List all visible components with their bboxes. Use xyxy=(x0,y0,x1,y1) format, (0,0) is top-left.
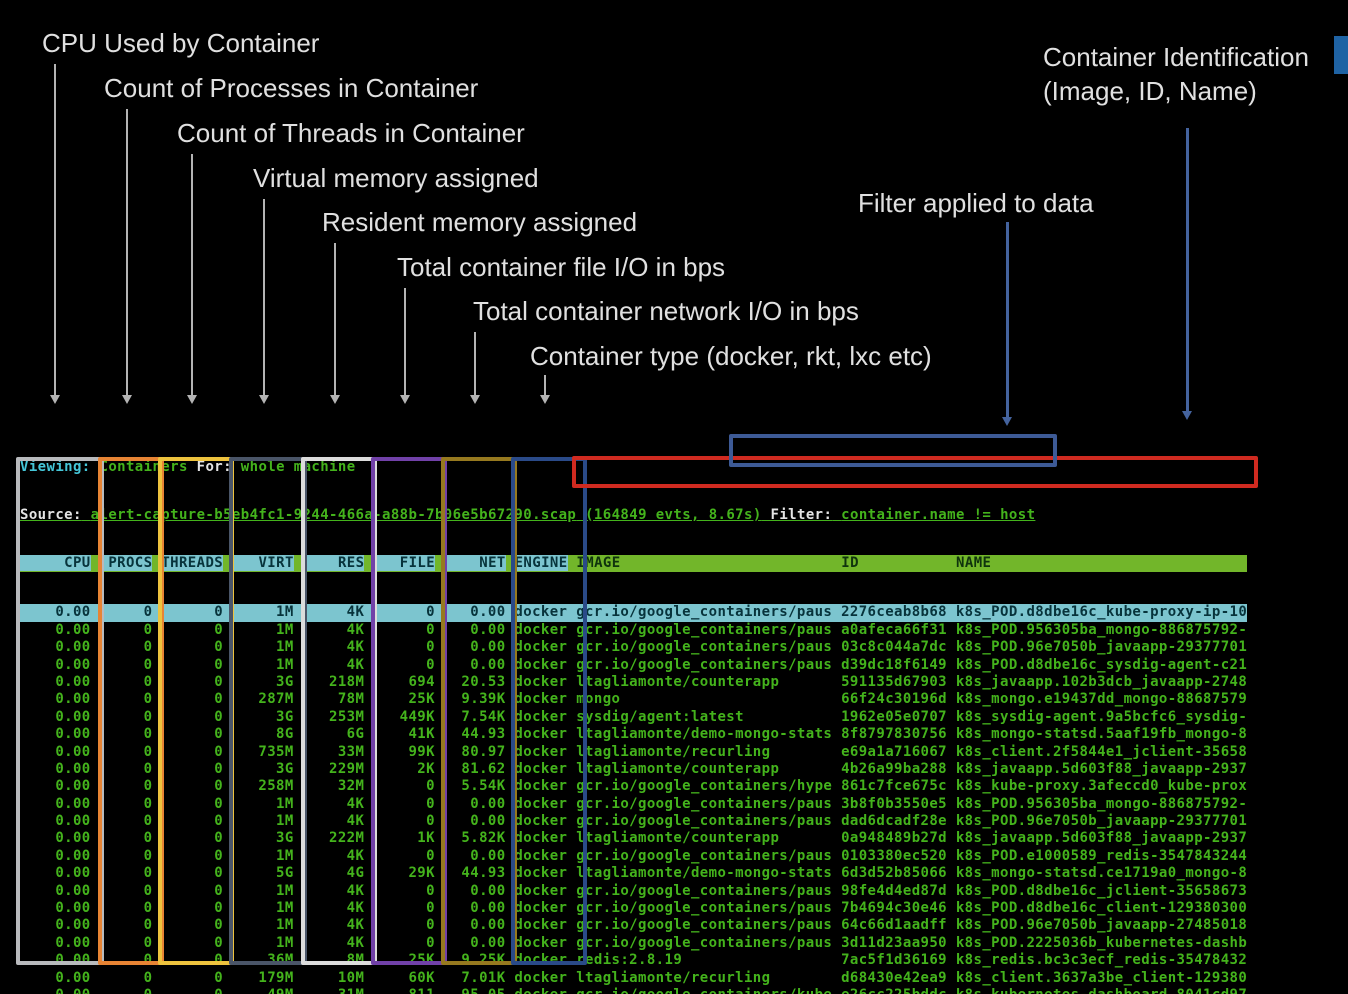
header-separator xyxy=(223,555,232,571)
column-header-net[interactable]: NET xyxy=(443,555,506,571)
threads-column-highlight-box xyxy=(158,457,234,965)
table-row[interactable]: 0.00 0 0 3G 229M 2K 81.62 docker ltaglia… xyxy=(20,760,1248,777)
file-column-arrow xyxy=(400,288,410,404)
annotation-container-identification: Container Identification (Image, ID, Nam… xyxy=(1043,40,1309,108)
table-row[interactable]: 0.00 0 0 3G 218M 694 20.53 docker ltagli… xyxy=(20,673,1248,690)
table-row[interactable]: 0.00 0 0 5G 4G 29K 44.93 docker ltagliam… xyxy=(20,865,1248,882)
cpu-column-arrow xyxy=(50,64,60,404)
header-separator xyxy=(364,555,374,571)
screen-edge-artifact xyxy=(1334,36,1348,74)
procs-column-highlight-box xyxy=(98,457,164,965)
annotation-container-identification-line1: Container Identification xyxy=(1043,42,1309,72)
annotation-network-io: Total container network I/O in bps xyxy=(473,296,859,326)
column-header-cpu[interactable]: CPU xyxy=(20,555,91,571)
header-separator xyxy=(435,555,444,571)
table-row[interactable]: 0.00 0 0 1M 4K 0 0.00 docker gcr.io/goog… xyxy=(20,813,1248,830)
procs-column-arrow xyxy=(122,109,132,404)
column-headers-image-id-name[interactable]: IMAGE ID NAME xyxy=(576,555,1248,571)
annotation-resident-memory: Resident memory assigned xyxy=(322,207,638,237)
annotation-container-type: Container type (docker, rkt, lxc etc) xyxy=(530,341,932,371)
filter-arrow xyxy=(1002,222,1012,426)
source-label: Source: xyxy=(20,507,82,523)
table-row[interactable]: 0.00 0 0 1M 4K 0 0.00 docker gcr.io/goog… xyxy=(20,795,1248,812)
table-row[interactable]: 0.00 0 0 49M 31M 811 95.05 docker gcr.io… xyxy=(20,987,1247,994)
table-row[interactable]: 0.00 0 0 735M 33M 99K 80.97 docker ltagl… xyxy=(20,743,1248,760)
column-header-res[interactable]: RES xyxy=(302,555,365,571)
table-row[interactable]: 0.00 0 0 1M 4K 0 0.00 docker gcr.io/goog… xyxy=(20,656,1248,673)
table-row[interactable]: 0.00 0 0 1M 4K 0 0.00 docker gcr.io/goog… xyxy=(20,900,1248,917)
header-separator xyxy=(567,555,577,571)
virt-column-arrow xyxy=(259,199,269,404)
table-row[interactable]: 0.00 0 0 258M 32M 0 5.54K docker gcr.io/… xyxy=(20,778,1248,795)
annotation-cpu-used: CPU Used by Container xyxy=(42,28,320,58)
table-row[interactable]: 0.00 0 0 3G 222M 1K 5.82K docker ltaglia… xyxy=(20,830,1248,847)
column-header-threads[interactable]: THREADS xyxy=(161,555,224,571)
identification-highlight-box xyxy=(572,456,1258,488)
column-header-procs[interactable]: PROCS xyxy=(99,555,153,571)
header-separator xyxy=(152,555,162,571)
res-column-arrow xyxy=(330,243,340,404)
filter-label: Filter: xyxy=(770,507,833,523)
table-row[interactable]: 0.00 0 0 179M 10M 60K 7.01K docker ltagl… xyxy=(20,969,1248,986)
source-line: Source: alert-capture-b5eb4fc1-9244-466a… xyxy=(20,507,1247,523)
table-body: 0.00 0 0 1M 4K 0 0.00 docker gcr.io/goog… xyxy=(20,604,1248,994)
net-column-highlight-box xyxy=(441,457,517,965)
viewing-label: Viewing: xyxy=(20,459,91,475)
table-row[interactable]: 0.00 0 0 1M 4K 0 0.00 docker gcr.io/goog… xyxy=(20,621,1248,638)
filter-highlight-box xyxy=(729,434,1057,467)
table-row[interactable]: 0.00 0 0 3G 253M 449K 7.54K docker sysdi… xyxy=(20,708,1248,725)
column-header-engine[interactable]: ENGINE xyxy=(514,555,568,571)
annotation-file-io: Total container file I/O in bps xyxy=(397,252,726,282)
for-value: whole machine xyxy=(240,459,356,475)
file-column-highlight-box xyxy=(371,457,447,965)
column-header-file[interactable]: FILE xyxy=(373,555,436,571)
filter-value: container.name != host xyxy=(841,507,1036,523)
engine-column-highlight-box xyxy=(511,457,587,965)
annotation-container-identification-line2: (Image, ID, Name) xyxy=(1043,76,1257,106)
net-column-arrow xyxy=(470,332,480,404)
annotation-filter-applied: Filter applied to data xyxy=(858,188,1094,218)
source-file: alert-capture-b5eb4fc1-9244-466a-a88b-7b… xyxy=(90,507,577,523)
table-row[interactable]: 0.00 0 0 1M 4K 0 0.00 docker gcr.io/goog… xyxy=(20,604,1248,622)
table-row[interactable]: 0.00 0 0 1M 4K 0 0.00 docker gcr.io/goog… xyxy=(20,934,1248,951)
identification-arrow xyxy=(1182,128,1192,420)
csysdig-terminal: Viewing: Containers For: whole machine S… xyxy=(20,427,1248,994)
table-header-row[interactable]: CPU PROCS THREADS VIRT RES FILE NET ENGI… xyxy=(20,555,1248,573)
source-stats: (164849 evts, 8.67s) xyxy=(585,507,762,523)
table-row[interactable]: 0.00 0 0 1M 4K 0 0.00 docker gcr.io/goog… xyxy=(20,917,1248,934)
table-row[interactable]: 0.00 0 0 1M 4K 0 0.00 docker gcr.io/goog… xyxy=(20,847,1248,864)
table-row[interactable]: 0.00 0 0 1M 4K 0 0.00 docker gcr.io/goog… xyxy=(20,639,1248,656)
header-separator xyxy=(90,555,100,571)
annotation-virtual-memory: Virtual memory assigned xyxy=(253,163,539,193)
virt-column-highlight-box xyxy=(229,457,307,965)
table-row[interactable]: 0.00 0 0 287M 78M 25K 9.39K docker mongo… xyxy=(20,691,1248,708)
table-row[interactable]: 0.00 0 0 8G 6G 41K 44.93 docker ltagliam… xyxy=(20,726,1248,743)
viewing-line: Viewing: Containers For: whole machine xyxy=(20,459,1247,475)
column-header-virt[interactable]: VIRT xyxy=(231,555,294,571)
cpu-column-highlight-box xyxy=(16,457,104,965)
annotation-thread-count: Count of Threads in Container xyxy=(177,118,525,148)
header-separator xyxy=(293,555,303,571)
res-column-highlight-box xyxy=(301,457,377,965)
threads-column-arrow xyxy=(187,154,197,404)
header-separator xyxy=(505,555,515,571)
engine-column-arrow xyxy=(540,375,550,404)
viewing-value: Containers xyxy=(99,459,188,475)
for-label: For: xyxy=(196,459,232,475)
annotation-process-count: Count of Processes in Container xyxy=(104,73,479,103)
table-row[interactable]: 0.00 0 0 1M 4K 0 0.00 docker gcr.io/goog… xyxy=(20,882,1248,899)
